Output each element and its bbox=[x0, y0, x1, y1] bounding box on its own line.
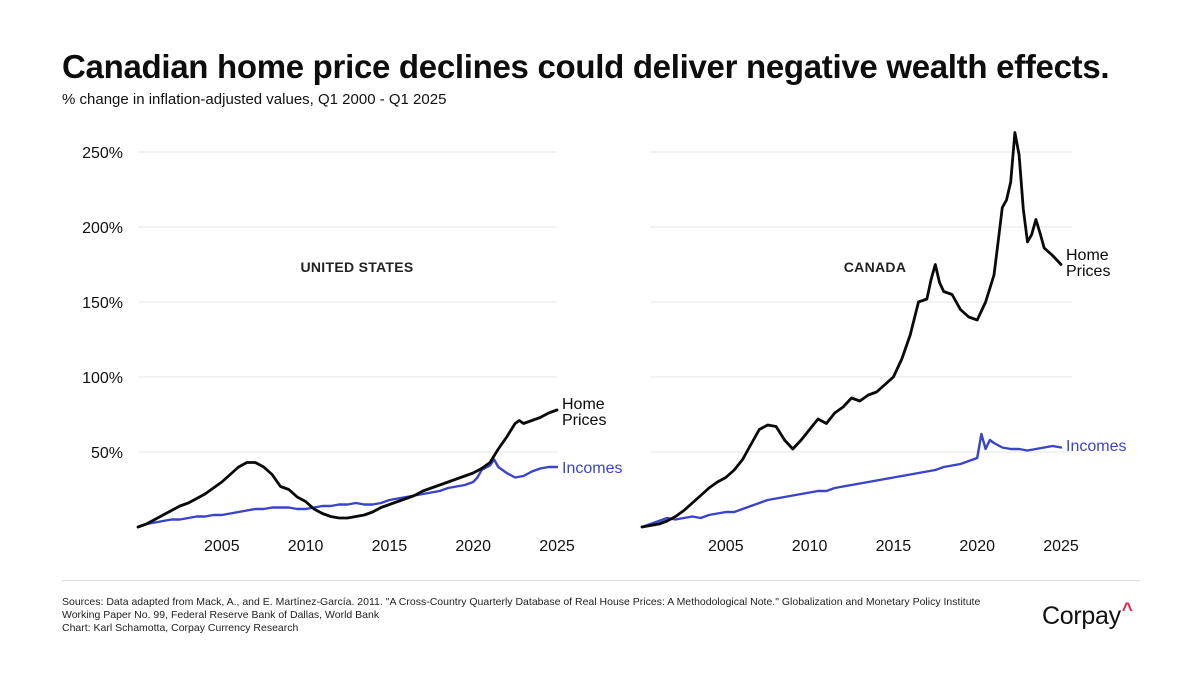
united-states-panel-title: UNITED STATES bbox=[300, 259, 413, 275]
y-tick-label: 150% bbox=[82, 295, 123, 312]
y-tick-label: 50% bbox=[91, 445, 123, 462]
canada-incomes-label: Incomes bbox=[1066, 438, 1126, 455]
united-states-home-prices-label: Prices bbox=[562, 412, 606, 429]
united-states-x-tick-label: 2010 bbox=[288, 538, 324, 555]
footer-divider bbox=[62, 580, 1140, 581]
canada-x-tick-label: 2020 bbox=[959, 538, 995, 555]
canada-x-tick-label: 2025 bbox=[1043, 538, 1079, 555]
corpay-logo: Corpay^ bbox=[1042, 600, 1133, 631]
united-states-incomes-label: Incomes bbox=[562, 460, 622, 477]
canada-home-prices-label: Prices bbox=[1066, 263, 1110, 280]
united-states-incomes-line bbox=[136, 458, 559, 529]
canada-x-tick-label: 2015 bbox=[876, 538, 912, 555]
chart-title: Canadian home price declines could deliv… bbox=[62, 48, 1110, 85]
chart-credit: Chart: Karl Schamotta, Corpay Currency R… bbox=[62, 622, 299, 634]
united-states-x-tick-label: 2005 bbox=[204, 538, 240, 555]
united-states-x-tick-label: 2025 bbox=[539, 538, 575, 555]
canada-x-tick-label: 2005 bbox=[708, 538, 744, 555]
united-states-x-tick-label: 2015 bbox=[372, 538, 408, 555]
canada-home-prices-line bbox=[640, 131, 1063, 529]
logo-text: Corpay bbox=[1042, 602, 1121, 630]
y-tick-label: 250% bbox=[82, 145, 123, 162]
y-tick-label: 100% bbox=[82, 370, 123, 387]
united-states-home-prices-line bbox=[136, 408, 559, 529]
canada-panel-title: CANADA bbox=[844, 259, 906, 275]
united-states-x-tick-label: 2020 bbox=[455, 538, 491, 555]
canada-home-prices-label: Home bbox=[1066, 247, 1109, 264]
united-states-home-prices-label: Home bbox=[562, 396, 605, 413]
y-tick-label: 200% bbox=[82, 220, 123, 237]
logo-caret-icon: ^ bbox=[1121, 600, 1133, 621]
sources-note: Sources: Data adapted from Mack, A., and… bbox=[62, 596, 1022, 635]
chart-subtitle: % change in inflation-adjusted values, Q… bbox=[62, 91, 447, 108]
canada-x-tick-label: 2010 bbox=[792, 538, 828, 555]
sources-line-1: Sources: Data adapted from Mack, A., and… bbox=[62, 596, 981, 608]
canada-incomes-line bbox=[640, 432, 1063, 529]
sources-line-2: Working Paper No. 99, Federal Reserve Ba… bbox=[62, 609, 380, 621]
